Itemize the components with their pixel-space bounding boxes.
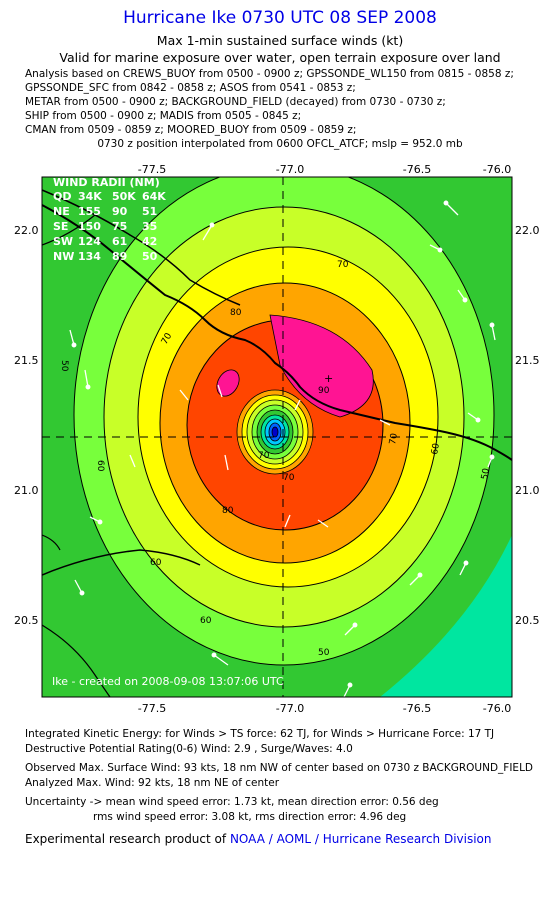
x-tick-bottom: -77.0 bbox=[276, 702, 304, 715]
wind-radii-header: WIND RADII (NM) bbox=[53, 176, 160, 189]
subtitle-exposure: Valid for marine exposure over water, op… bbox=[59, 50, 501, 65]
wind-radii-col: QD bbox=[53, 190, 71, 203]
wind-radii-cell: NW bbox=[53, 250, 74, 263]
x-tick-bottom: -77.5 bbox=[138, 702, 166, 715]
max-wind-marker: + bbox=[324, 372, 333, 385]
analysis-line: CMAN from 0509 - 0859 z; MOORED_BUOY fro… bbox=[25, 124, 357, 136]
contour-label: 70 bbox=[283, 473, 295, 483]
product-credit: Experimental research product of NOAA / … bbox=[25, 832, 492, 846]
wind-radii-cell: 42 bbox=[142, 235, 157, 248]
analysis-line: Analysis based on CREWS_BUOY from 0500 -… bbox=[25, 68, 514, 80]
uncertainty-line: Uncertainty -> mean wind speed error: 1.… bbox=[25, 796, 439, 808]
analysis-line: METAR from 0500 - 0900 z; BACKGROUND_FIE… bbox=[25, 96, 446, 108]
wind-radii-cell: 124 bbox=[78, 235, 101, 248]
y-tick-left: 21.5 bbox=[14, 354, 39, 367]
wind-radii-cell: 75 bbox=[112, 220, 127, 233]
x-tick-bottom: -76.0 bbox=[483, 702, 511, 715]
x-tick-top: -76.5 bbox=[403, 163, 431, 176]
wind-radii-cell: 155 bbox=[78, 205, 101, 218]
contour-label: 60 bbox=[200, 616, 212, 626]
wind-radii-cell: SW bbox=[53, 235, 73, 248]
contour-label: 70 bbox=[258, 451, 270, 461]
y-tick-right: 22.0 bbox=[515, 224, 540, 237]
wind-radii-col: 50K bbox=[112, 190, 136, 203]
wind-radii-table: WIND RADII (NM) QD 34K 50K 64K NE 155 90… bbox=[53, 176, 166, 263]
x-tick-bottom: -76.5 bbox=[403, 702, 431, 715]
x-tick-top: -76.0 bbox=[483, 163, 511, 176]
uncertainty-line: rms wind speed error: 3.08 kt, rms direc… bbox=[93, 811, 407, 823]
wind-radii-cell: 50 bbox=[142, 250, 158, 263]
wind-map: -77.5 -77.0 -76.5 -76.0 bbox=[14, 163, 540, 715]
contour-label: 50 bbox=[59, 360, 69, 372]
observed-max-line: Observed Max. Surface Wind: 93 kts, 18 n… bbox=[25, 762, 534, 774]
wind-radii-cell: 35 bbox=[142, 220, 157, 233]
y-tick-right: 21.5 bbox=[515, 354, 540, 367]
contour-label: 50 bbox=[480, 467, 492, 480]
contour-label: 90 bbox=[318, 386, 330, 396]
contour-label: 80 bbox=[222, 506, 234, 516]
contour-label: 50 bbox=[318, 648, 330, 658]
contour-label: 80 bbox=[230, 308, 242, 318]
contour-label: 70 bbox=[388, 432, 400, 445]
ike-line: Integrated Kinetic Energy: for Winds > T… bbox=[25, 728, 495, 740]
x-tick-top: -77.0 bbox=[276, 163, 304, 176]
contour-label: 60 bbox=[430, 442, 442, 455]
position-line: 0730 z position interpolated from 0600 O… bbox=[97, 138, 463, 150]
analyzed-max-line: Analyzed Max. Wind: 92 kts, 18 nm NE of … bbox=[25, 777, 280, 789]
wind-radii-cell: 90 bbox=[112, 205, 128, 218]
subtitle-wind-type: Max 1-min sustained surface winds (kt) bbox=[156, 33, 404, 48]
page-title: Hurricane Ike 0730 UTC 08 SEP 2008 bbox=[123, 8, 437, 28]
y-tick-right: 20.5 bbox=[515, 614, 540, 627]
wind-vectors bbox=[69, 200, 496, 697]
wind-radii-cell: 61 bbox=[112, 235, 127, 248]
contour-label: 60 bbox=[95, 460, 105, 472]
wind-radii-cell: 150 bbox=[78, 220, 101, 233]
wind-radii-col: 64K bbox=[142, 190, 166, 203]
y-tick-left: 20.5 bbox=[14, 614, 39, 627]
dpr-line: Destructive Potential Rating(0-6) Wind: … bbox=[25, 743, 353, 755]
x-tick-top: -77.5 bbox=[138, 163, 166, 176]
contour-label: 70 bbox=[337, 260, 349, 270]
analysis-line: GPSSONDE_SFC from 0842 - 0858 z; ASOS fr… bbox=[25, 82, 356, 94]
map-credit: Ike - created on 2008-09-08 13:07:06 UTC bbox=[52, 675, 284, 688]
y-tick-right: 21.0 bbox=[515, 484, 540, 497]
wind-radii-cell: SE bbox=[53, 220, 68, 233]
wind-field: 70 80 70 60 50 70 90 60 50 60 50 70 70 8… bbox=[42, 176, 512, 697]
y-tick-left: 21.0 bbox=[14, 484, 39, 497]
wind-radii-col: 34K bbox=[78, 190, 102, 203]
wind-radii-cell: NE bbox=[53, 205, 70, 218]
wind-radii-cell: 51 bbox=[142, 205, 157, 218]
analysis-line: SHIP from 0500 - 0900 z; MADIS from 0505… bbox=[25, 110, 302, 122]
org-link[interactable]: NOAA / AOML / Hurricane Research Divisio… bbox=[229, 832, 492, 846]
product-prefix: Experimental research product of bbox=[25, 832, 227, 846]
wind-radii-cell: 134 bbox=[78, 250, 101, 263]
wind-radii-cell: 89 bbox=[112, 250, 127, 263]
contour-label: 60 bbox=[150, 558, 162, 568]
y-tick-left: 22.0 bbox=[14, 224, 39, 237]
